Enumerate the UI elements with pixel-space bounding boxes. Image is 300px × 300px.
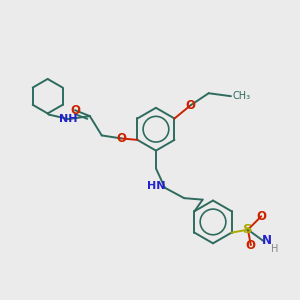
- Text: S: S: [243, 223, 253, 236]
- Text: N: N: [262, 235, 272, 248]
- Text: O: O: [256, 210, 266, 223]
- Text: O: O: [70, 104, 80, 117]
- Text: O: O: [116, 132, 126, 145]
- Text: O: O: [246, 238, 256, 252]
- Text: H: H: [271, 244, 278, 254]
- Text: CH₃: CH₃: [232, 91, 250, 101]
- Text: NH: NH: [59, 114, 78, 124]
- Text: HN: HN: [147, 181, 165, 191]
- Text: O: O: [186, 99, 196, 112]
